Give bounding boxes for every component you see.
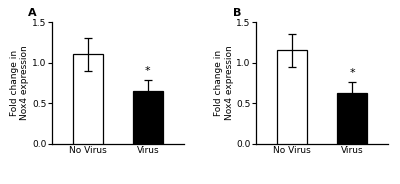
Text: B: B xyxy=(232,8,241,17)
Text: A: A xyxy=(28,8,37,17)
Bar xyxy=(277,50,307,144)
Text: *: * xyxy=(145,66,151,76)
Bar xyxy=(133,91,163,144)
Y-axis label: Fold change in
Nox4 expression: Fold change in Nox4 expression xyxy=(10,45,29,120)
Bar xyxy=(337,93,367,144)
Y-axis label: Fold change in
Nox4 expression: Fold change in Nox4 expression xyxy=(214,45,234,120)
Text: *: * xyxy=(349,68,355,78)
Bar xyxy=(73,54,103,144)
